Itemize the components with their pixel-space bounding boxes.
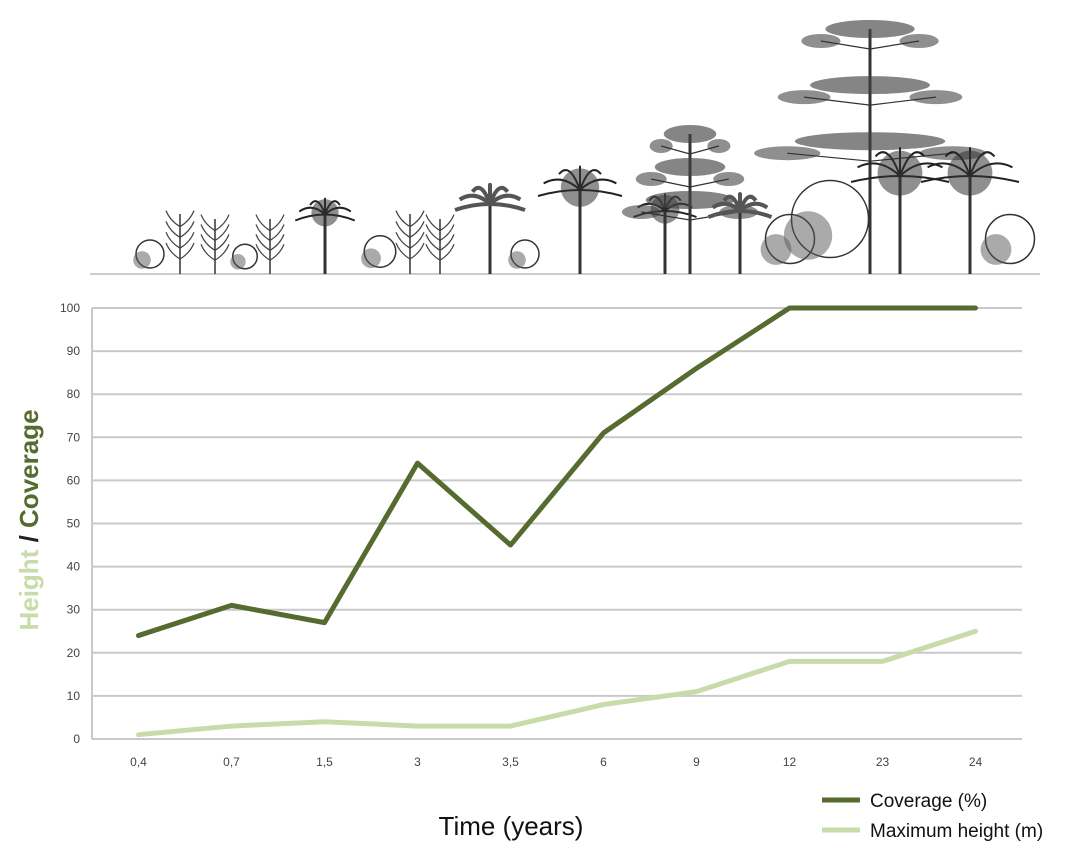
series-lines: [136, 305, 978, 738]
x-tick-label: 12: [783, 755, 797, 769]
y-axis-label-part: /: [14, 528, 44, 550]
y-axis-label: Height / Coverage: [14, 409, 44, 630]
y-axis-label-part: Height: [14, 549, 44, 630]
tree-silhouettes-icon: [90, 20, 1040, 275]
legend: Coverage (%) Maximum height (m): [822, 791, 1043, 842]
forest-succession-illustration: [90, 20, 1040, 275]
series-line: [136, 628, 978, 738]
y-tick-label: 100: [60, 301, 80, 315]
x-tick-label: 24: [969, 755, 983, 769]
y-tick-label: 50: [67, 517, 81, 531]
x-axis-ticks: 0,4 0,7 1,5 3 3,5 6 9 12 23 24: [130, 755, 982, 769]
y-tick-label: 10: [67, 689, 81, 703]
y-tick-label: 40: [67, 560, 81, 574]
y-tick-label: 0: [73, 732, 80, 746]
y-axis-ticks: 0 10 20 30 40 50 60 70 80 90 100: [60, 301, 80, 746]
y-tick-label: 80: [67, 387, 81, 401]
x-tick-label: 0,7: [223, 755, 240, 769]
x-tick-label: 1,5: [316, 755, 333, 769]
x-tick-label: 0,4: [130, 755, 147, 769]
x-tick-label: 3: [414, 755, 421, 769]
x-tick-label: 9: [693, 755, 700, 769]
y-tick-label: 30: [67, 603, 81, 617]
y-axis-label-part: Coverage: [14, 409, 44, 528]
x-tick-label: 23: [876, 755, 890, 769]
y-tick-label: 90: [67, 344, 81, 358]
x-axis-label: Time (years): [439, 811, 584, 841]
chart-grid: [91, 307, 1022, 740]
legend-label: Maximum height (m): [870, 821, 1043, 842]
x-tick-label: 6: [600, 755, 607, 769]
legend-label: Coverage (%): [870, 791, 987, 812]
y-tick-label: 70: [67, 430, 81, 444]
y-tick-label: 20: [67, 646, 81, 660]
x-tick-label: 3,5: [502, 755, 519, 769]
series-line: [136, 305, 978, 639]
y-tick-label: 60: [67, 473, 81, 487]
